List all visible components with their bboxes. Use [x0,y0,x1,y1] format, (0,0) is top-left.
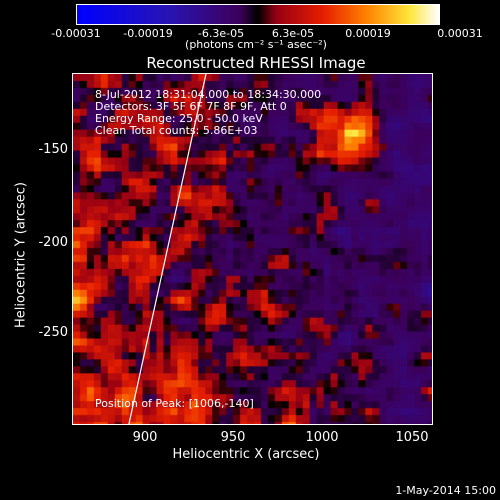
colorbar-tick: -0.00019 [123,27,173,40]
annotation-method: Clean Total counts: 5.86E+03 [95,124,258,137]
colorbar-tick: 0.00019 [345,27,391,40]
heatmap-image [72,73,433,425]
x-axis-label: Heliocentric X (arcsec) [172,447,320,462]
x-tick-label: 950 [220,430,246,445]
annotation-detectors: Detectors: 3F 5F 6F 7F 8F 9F, Att 0 [95,100,287,113]
y-axis-label: Heliocentric Y (arcsec) [13,182,29,328]
x-tick-label: 1050 [395,430,429,445]
colorbar-tick: 0.00031 [437,27,483,40]
limb-line [128,73,207,425]
x-tick-label: 900 [132,430,158,445]
annotation-peak: Position of Peak: [1006,-140] [95,397,254,410]
y-tick-label: -250 [38,325,68,340]
y-tick-label: -150 [38,142,68,157]
colorbar-unit: (photons cm⁻² s⁻¹ asec⁻²) [185,38,327,51]
annotation-energy: Energy Range: 25.0 - 50.0 keV [95,112,263,125]
colorbar-tick: -6.3e-05 [197,27,245,40]
x-tick-label: 1000 [305,430,339,445]
annotation-time: 8-Jul-2012 18:31:04.000 to 18:34:30.000 [95,88,322,101]
colorbar-tick: -0.00031 [51,27,101,40]
chart-title: Reconstructed RHESSI Image [146,54,366,72]
colorbar-tick: 6.3e-05 [271,27,315,40]
footer-date: 1-May-2014 15:00 [395,484,496,497]
plot-overlay [128,73,207,425]
y-tick-label: -200 [38,235,68,250]
colorbar [76,4,440,25]
